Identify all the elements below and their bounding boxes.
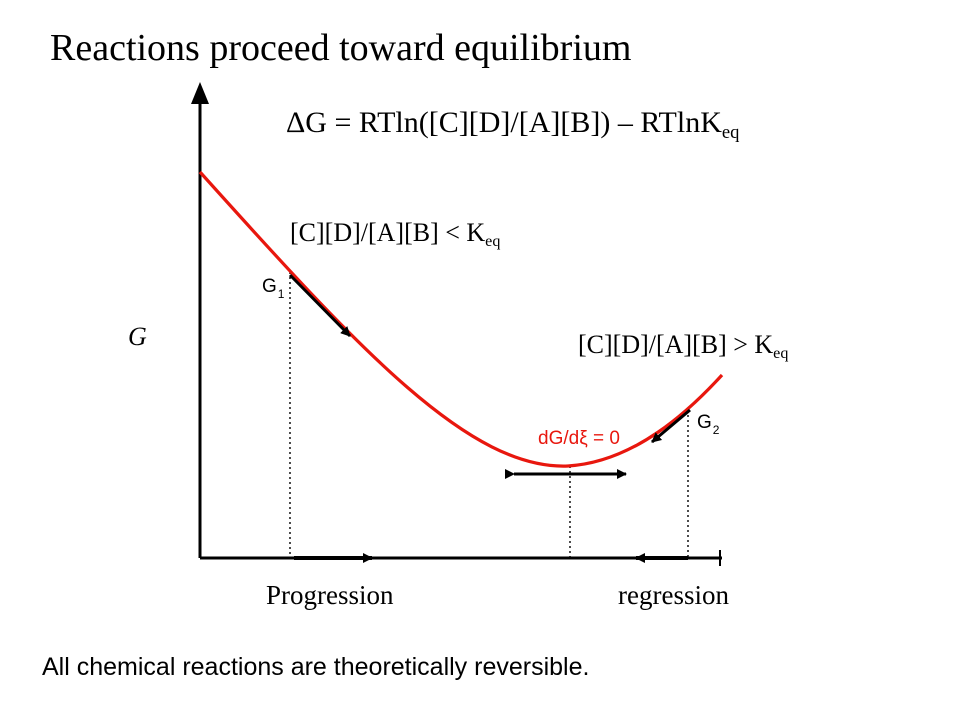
g1-slope-arrow	[288, 273, 352, 338]
regression-label: regression	[618, 580, 729, 610]
quotient-greater-than-keq-label: [C][D]/[A][B] > Keq	[578, 330, 789, 363]
g2-slope-arrow	[651, 408, 691, 444]
point-g2-label: G2	[697, 412, 720, 437]
free-energy-equation: ΔG = RTln([C][D]/[A][B]) – RTlnKeq	[286, 106, 740, 143]
point-g1-label: G1	[262, 276, 285, 301]
footnote: All chemical reactions are theoretically…	[42, 653, 590, 681]
equilibrium-label: dG/dξ = 0	[538, 428, 620, 449]
progression-label: Progression	[266, 580, 394, 610]
y-axis-arrowhead	[191, 82, 209, 104]
y-axis-label: G	[128, 322, 147, 351]
quotient-less-than-keq-label: [C][D]/[A][B] < Keq	[290, 218, 501, 251]
free-energy-curve	[198, 170, 724, 468]
slide-title: Reactions proceed toward equilibrium	[50, 27, 632, 69]
